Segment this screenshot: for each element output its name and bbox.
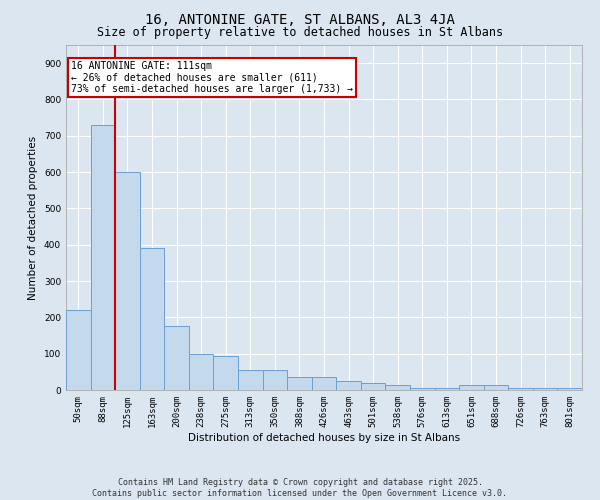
Bar bbox=[115, 172, 140, 390]
Bar bbox=[336, 381, 361, 390]
Bar bbox=[263, 370, 287, 390]
X-axis label: Distribution of detached houses by size in St Albans: Distribution of detached houses by size … bbox=[188, 432, 460, 442]
Bar bbox=[484, 384, 508, 390]
Bar bbox=[164, 326, 189, 390]
Bar bbox=[557, 388, 582, 390]
Text: 16 ANTONINE GATE: 111sqm
← 26% of detached houses are smaller (611)
73% of semi-: 16 ANTONINE GATE: 111sqm ← 26% of detach… bbox=[71, 60, 353, 94]
Bar bbox=[287, 378, 312, 390]
Bar bbox=[140, 248, 164, 390]
Bar bbox=[434, 388, 459, 390]
Bar bbox=[214, 356, 238, 390]
Bar bbox=[238, 370, 263, 390]
Bar bbox=[508, 388, 533, 390]
Bar bbox=[410, 388, 434, 390]
Y-axis label: Number of detached properties: Number of detached properties bbox=[28, 136, 38, 300]
Text: Contains HM Land Registry data © Crown copyright and database right 2025.
Contai: Contains HM Land Registry data © Crown c… bbox=[92, 478, 508, 498]
Bar bbox=[533, 388, 557, 390]
Bar bbox=[189, 354, 214, 390]
Bar bbox=[66, 310, 91, 390]
Text: 16, ANTONINE GATE, ST ALBANS, AL3 4JA: 16, ANTONINE GATE, ST ALBANS, AL3 4JA bbox=[145, 12, 455, 26]
Bar bbox=[361, 382, 385, 390]
Bar bbox=[459, 384, 484, 390]
Bar bbox=[312, 378, 336, 390]
Text: Size of property relative to detached houses in St Albans: Size of property relative to detached ho… bbox=[97, 26, 503, 39]
Bar bbox=[385, 384, 410, 390]
Bar bbox=[91, 125, 115, 390]
